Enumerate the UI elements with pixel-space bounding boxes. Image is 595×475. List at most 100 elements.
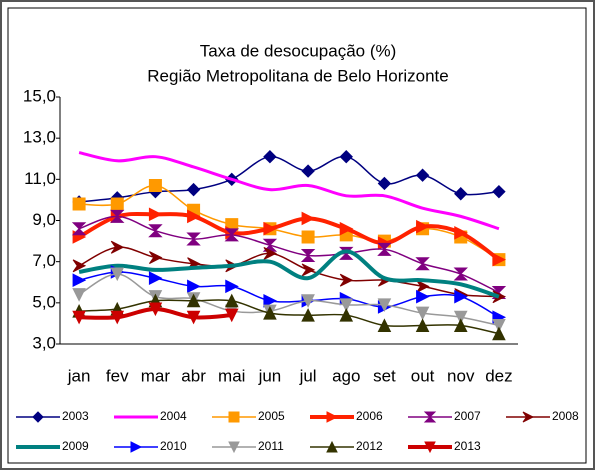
point-marker	[110, 240, 125, 254]
point-marker	[149, 251, 163, 264]
x-tick-label: jun	[258, 366, 282, 385]
point-marker	[224, 308, 239, 323]
legend-marker	[32, 411, 44, 423]
point-marker	[415, 306, 430, 321]
point-marker	[187, 279, 201, 294]
y-tick-label: 11,0	[24, 169, 56, 188]
point-marker	[263, 293, 278, 308]
point-marker	[301, 294, 315, 308]
legend-label: 2011	[258, 439, 284, 453]
point-marker	[72, 273, 87, 288]
point-marker	[453, 310, 468, 325]
point-marker	[72, 310, 86, 325]
point-marker	[377, 298, 392, 313]
point-marker	[416, 219, 430, 234]
point-marker	[263, 306, 277, 320]
point-marker	[339, 149, 353, 164]
chart-title: Taxa de desocupação (%)	[200, 41, 397, 60]
legend-marker	[423, 411, 437, 423]
x-tick-label: abr	[181, 366, 206, 385]
point-marker	[301, 308, 315, 322]
point-marker	[492, 318, 506, 333]
point-marker	[72, 197, 86, 211]
y-tick-label: 3,0	[32, 333, 56, 352]
x-tick-label: nov	[447, 366, 475, 385]
x-tick-label: dez	[485, 366, 512, 385]
point-marker	[377, 242, 392, 256]
point-marker	[224, 293, 239, 308]
x-tick-label: ago	[332, 366, 360, 385]
point-marker	[492, 184, 506, 199]
point-marker	[415, 257, 430, 271]
point-marker	[454, 187, 468, 201]
x-tick-label: jan	[67, 366, 91, 385]
point-marker	[416, 289, 430, 304]
point-marker	[492, 252, 507, 267]
y-tick-label: 15,0	[23, 86, 56, 105]
point-marker	[415, 318, 430, 332]
point-marker	[339, 221, 354, 236]
x-tick-label: set	[373, 366, 396, 385]
point-marker	[148, 207, 163, 222]
point-marker	[186, 182, 201, 197]
point-marker	[110, 197, 124, 211]
y-tick-label: 7,0	[32, 251, 56, 270]
legend-label: 2003	[62, 409, 89, 423]
point-marker	[415, 168, 430, 182]
legend-marker	[326, 411, 339, 423]
point-marker	[454, 289, 468, 304]
point-marker	[377, 318, 392, 332]
x-tick-label: out	[411, 366, 435, 385]
point-marker	[454, 226, 468, 240]
legend-marker	[228, 441, 240, 454]
point-marker	[148, 224, 163, 238]
legend-marker	[522, 411, 535, 423]
legend-label: 2010	[160, 439, 187, 453]
legend-label: 2007	[454, 409, 481, 423]
chart-frame	[7, 7, 587, 464]
point-marker	[300, 248, 316, 262]
point-marker	[225, 279, 239, 294]
point-marker	[110, 209, 125, 223]
legend-label: 2004	[160, 409, 187, 423]
point-marker	[263, 149, 277, 164]
point-marker	[110, 310, 125, 325]
legend-marker	[424, 441, 436, 454]
point-marker	[492, 326, 506, 341]
legend-label: 2012	[356, 439, 383, 453]
legend-label: 2005	[258, 409, 285, 423]
legend-label: 2013	[454, 439, 481, 453]
point-marker	[301, 230, 315, 244]
point-marker	[187, 209, 201, 224]
series-line	[78, 151, 500, 231]
legend-label: 2006	[356, 409, 383, 423]
point-marker	[301, 211, 316, 226]
x-tick-label: jul	[299, 366, 317, 385]
legend-label: 2009	[62, 439, 89, 453]
point-marker	[453, 318, 468, 332]
series-line	[78, 249, 500, 299]
legend-marker	[130, 441, 143, 453]
point-marker	[453, 267, 468, 281]
point-marker	[339, 308, 354, 322]
point-marker	[148, 179, 162, 193]
point-marker	[148, 302, 163, 317]
point-marker	[72, 259, 87, 273]
point-marker	[339, 298, 354, 313]
point-marker	[71, 222, 87, 236]
x-tick-label: mai	[218, 366, 245, 385]
x-tick-label: fev	[106, 366, 129, 385]
legend-marker	[228, 411, 240, 423]
point-marker	[186, 310, 201, 325]
legend-marker	[326, 440, 338, 453]
chart-subtitle: Região Metropolitana de Belo Horizonte	[147, 66, 448, 85]
point-marker	[377, 176, 392, 191]
y-tick-label: 5,0	[32, 292, 56, 311]
point-marker	[339, 273, 354, 287]
legend-label: 2008	[552, 409, 579, 423]
point-marker	[110, 267, 125, 282]
x-tick-label: mar	[141, 366, 171, 385]
y-tick-label: 13,0	[23, 128, 56, 147]
point-marker	[263, 221, 278, 236]
